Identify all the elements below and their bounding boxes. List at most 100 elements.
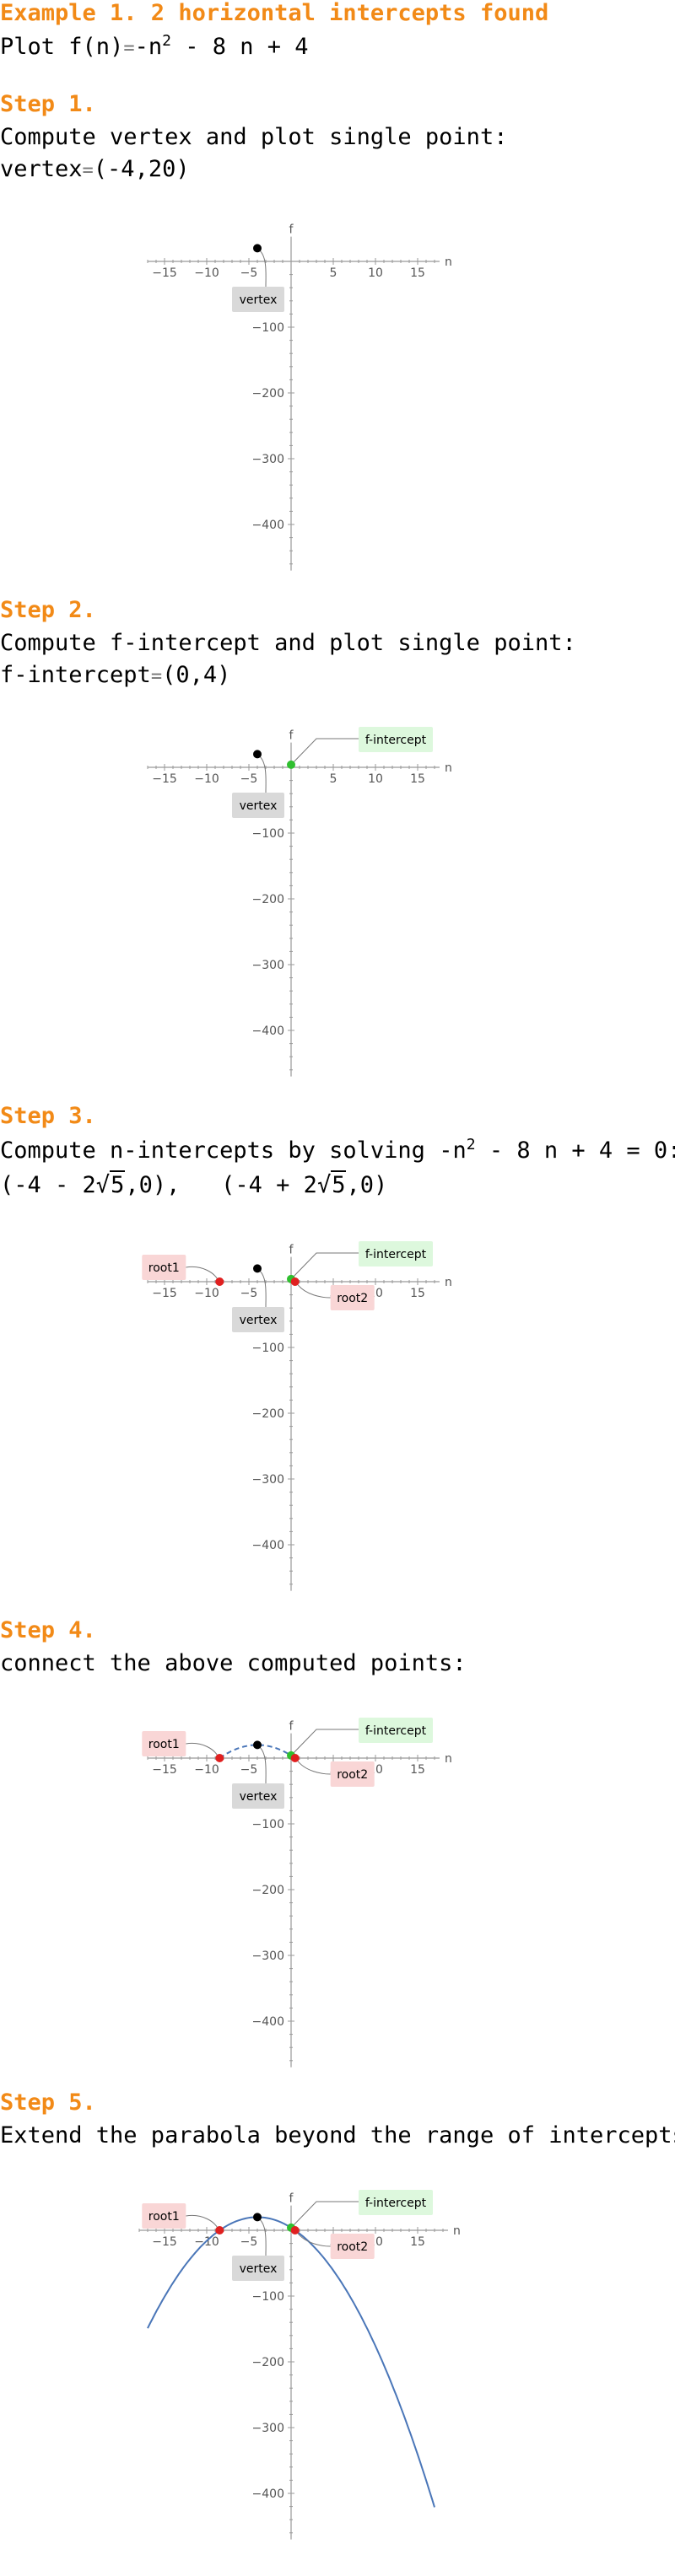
root1-point [215, 2226, 224, 2235]
x-tick-label: −10 [194, 2235, 219, 2249]
root2-box [330, 2234, 375, 2259]
x-axis-label: n [445, 1752, 452, 1766]
vertex-point [253, 244, 262, 253]
root1-label: root1 [148, 1261, 180, 1275]
y-tick-label: −200 [252, 2356, 284, 2369]
root2-label: root2 [337, 2240, 368, 2254]
step-3-exponent: 2 [466, 1136, 476, 1154]
step-1-label: Step 1. [0, 91, 96, 117]
y-tick-label: −200 [252, 1884, 284, 1897]
y-axis-label: f [289, 2192, 294, 2206]
root2-point [290, 1754, 300, 1762]
f-intercept-label: f-intercept [365, 1248, 427, 1261]
y-tick-label: −200 [252, 893, 284, 906]
x-tick-label: −5 [240, 1763, 258, 1777]
y-axis-label: f [289, 1244, 294, 1257]
vertex-callout-label: vertex [240, 2262, 278, 2276]
y-tick-label: −200 [252, 387, 284, 401]
root1-box [142, 1255, 186, 1280]
y-tick-label: −100 [252, 2290, 284, 2304]
chart-step-2: −15 −10 −5 5 10 15 −100 −200 −300 −400 n f vertex f-i… [0, 691, 675, 1113]
root1-label: root1 [148, 2210, 180, 2224]
root2-label: root2 [337, 1768, 368, 1782]
root-b-radicand: 5 [331, 1170, 347, 1198]
vertex-callout-leader [258, 250, 267, 288]
root1-leader [186, 2214, 219, 2229]
vertex-callout-label: vertex [240, 293, 278, 307]
step-2-eq: = [150, 666, 163, 687]
plot-expr-b: - 8 n + 4 [185, 34, 309, 60]
x-tick-label: 15 [410, 1763, 425, 1777]
root-b-pre: (-4 + 2 [221, 1172, 317, 1198]
f-intercept-box [359, 2190, 433, 2215]
root1-box [142, 1731, 186, 1756]
vertex-point [253, 2213, 262, 2222]
y-tick-label: −300 [252, 453, 284, 466]
x-tick-label: 10 [368, 266, 383, 280]
root1-leader [186, 1266, 219, 1281]
y-tick-label: −300 [252, 959, 284, 972]
x-tick-label: 10 [368, 772, 383, 786]
y-tick-label: −100 [252, 1818, 284, 1831]
root2-leader [296, 1759, 331, 1775]
x-axis-label: n [445, 761, 452, 775]
y-tick-label: −300 [252, 1949, 284, 1963]
step-1-text: Compute vertex and plot single point: [0, 124, 508, 150]
x-axis-label: n [445, 255, 452, 269]
root2-box [330, 1761, 375, 1787]
x-tick-label: −5 [240, 2235, 258, 2249]
chart-step-4: −15−10−551015−100−200−300−400nfvertexf-i… [0, 1682, 675, 2104]
plot-expr-a: -n [134, 34, 163, 60]
f-intercept-box [359, 1718, 433, 1743]
x-tick-label: −15 [152, 1287, 177, 1300]
x-tick-label: 15 [410, 1287, 425, 1300]
chart-svg: −15−10−551015−100−200−300−400nfvertexf-i… [142, 1718, 452, 2068]
y-tick-label: −200 [252, 1407, 284, 1421]
step-2-key: f-intercept [0, 662, 151, 688]
y-tick-label: −400 [252, 2015, 284, 2029]
vertex-callout-label: vertex [240, 1314, 278, 1327]
f-intercept-box [359, 1241, 433, 1266]
x-tick-label: −10 [194, 772, 219, 786]
plot-prefix: Plot [0, 34, 56, 60]
root-a-pre: (-4 - 2 [0, 1172, 96, 1198]
f-intercept-box [359, 727, 433, 752]
root2-leader [296, 1283, 331, 1299]
x-tick-label: −15 [152, 1763, 177, 1777]
x-tick-label: −10 [194, 266, 219, 280]
y-tick-label: −400 [252, 2487, 284, 2501]
page-title: Example 1. 2 horizontal intercepts found [0, 0, 549, 26]
plot-function: f(n) [68, 34, 124, 60]
y-tick-label: −400 [252, 519, 284, 532]
x-tick-label: −15 [152, 772, 177, 786]
y-tick-label: −100 [252, 827, 284, 841]
step-2-value: (0,4) [162, 662, 231, 688]
x-tick-label: −15 [152, 266, 177, 280]
step-3-roots: (-4 - 2√5,0), (-4 + 2√5,0) [0, 1170, 387, 1198]
y-tick-label: −300 [252, 1473, 284, 1487]
f-intercept-label: f-intercept [365, 2197, 427, 2210]
x-tick-label: −15 [152, 2235, 177, 2249]
x-tick-label: −10 [194, 1287, 219, 1300]
root1-box [142, 2203, 186, 2229]
root-a-radicand: 5 [110, 1170, 126, 1198]
chart-svg: −15 −10 −5 5 10 15 −100 −200 −300 −400 n f vertex [147, 223, 452, 571]
vertex-callout-leader [258, 756, 267, 793]
root2-point [290, 2226, 300, 2235]
root-b-sqrt: √5 [316, 1170, 347, 1198]
f-intercept-point [287, 760, 295, 769]
x-tick-label: 15 [410, 772, 425, 786]
f-intercept-leader [292, 1729, 359, 1755]
chart-step-3: −15−10−551015−100−200−300−400nfvertexf-i… [0, 1206, 675, 1627]
f-intercept-leader [292, 738, 359, 764]
chart-svg: −15−10−551015−100−200−300−400nfvertexf-i… [138, 2190, 461, 2540]
x-tick-label: −5 [240, 772, 258, 786]
vertex-point [253, 750, 262, 759]
x-tick-label: 15 [410, 266, 425, 280]
root1-point [215, 1277, 224, 1286]
y-axis-label: f [289, 223, 294, 237]
y-tick-label: −100 [252, 1342, 284, 1355]
step-5-label: Step 5. [0, 2089, 96, 2116]
f-intercept-label: f-intercept [365, 734, 427, 747]
step-1-key: vertex [0, 156, 83, 182]
